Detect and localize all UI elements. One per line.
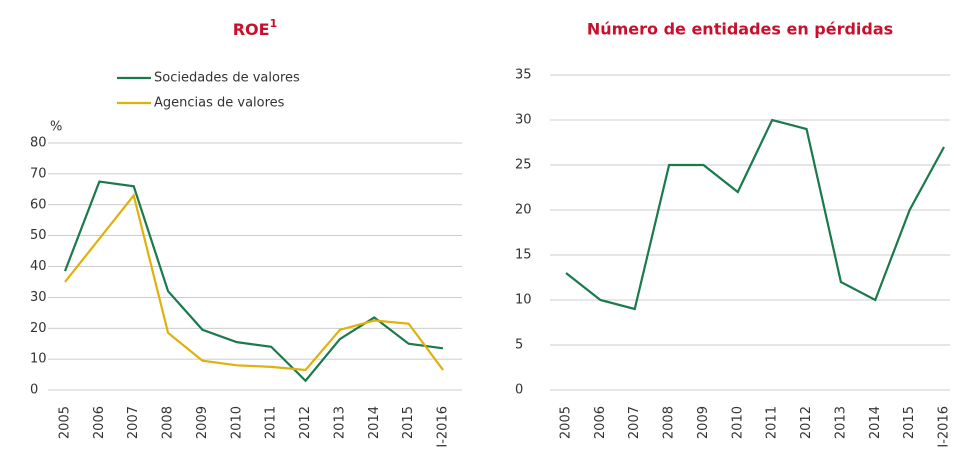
x-tick-label: 2011	[765, 406, 780, 439]
x-tick-label: 2015	[401, 406, 416, 439]
x-tick-label: I-2016	[436, 406, 451, 448]
x-tick-label: 2006	[92, 406, 107, 439]
y-tick-label: 5	[515, 338, 523, 353]
y-tick-label: 40	[30, 259, 47, 274]
x-tick-label: 2013	[332, 406, 347, 439]
title-superscript: 1	[270, 17, 278, 30]
y-tick-label: 10	[30, 352, 47, 367]
data-line	[565, 118, 945, 311]
legend-label: Agencias de valores	[154, 96, 285, 111]
x-tick-label: 2005	[58, 406, 73, 439]
chart-title: ROE1	[233, 17, 278, 39]
y-tick-label: 10	[515, 293, 532, 308]
y-tick-label: 30	[515, 113, 532, 128]
y-tick-label: 60	[30, 197, 47, 212]
x-tick-label: 2011	[264, 406, 279, 439]
x-tick-label: 2014	[868, 406, 883, 439]
x-tick-label: 2012	[298, 406, 313, 439]
y-tick-label: 20	[515, 203, 532, 218]
x-tick-label: 2007	[126, 406, 141, 439]
x-tick-label: 2005	[559, 406, 574, 439]
x-tick-label: 2008	[662, 406, 677, 439]
chart-title: Número de entidades en pérdidas	[587, 20, 893, 39]
x-tick-label: 2009	[696, 406, 711, 439]
y-tick-label: 0	[30, 383, 38, 398]
y-tick-label: 80	[30, 136, 47, 151]
x-tick-label: 2012	[799, 406, 814, 439]
y-tick-label: 25	[515, 158, 532, 173]
y-tick-label: 70	[30, 166, 47, 181]
x-tick-label: 2014	[367, 406, 382, 439]
x-tick-label: 2015	[902, 406, 917, 439]
y-tick-label: 15	[515, 248, 532, 263]
x-tick-label: 2009	[195, 406, 210, 439]
legend-label: Sociedades de valores	[154, 71, 300, 86]
y-tick-label: 0	[515, 383, 523, 398]
x-tick-label: 2010	[229, 406, 244, 439]
y-tick-label: 50	[30, 228, 47, 243]
x-tick-label: 2010	[730, 406, 745, 439]
y-axis-label: %	[50, 120, 62, 135]
x-tick-label: 2008	[161, 406, 176, 439]
x-tick-label: I-2016	[937, 406, 952, 448]
y-tick-label: 35	[515, 68, 532, 83]
data-line	[64, 193, 444, 372]
x-tick-label: 2006	[593, 406, 608, 439]
y-tick-label: 30	[30, 290, 47, 305]
x-tick-label: 2007	[627, 406, 642, 439]
x-tick-label: 2013	[833, 406, 848, 439]
title-text: ROE	[233, 20, 270, 39]
y-tick-label: 20	[30, 321, 47, 336]
